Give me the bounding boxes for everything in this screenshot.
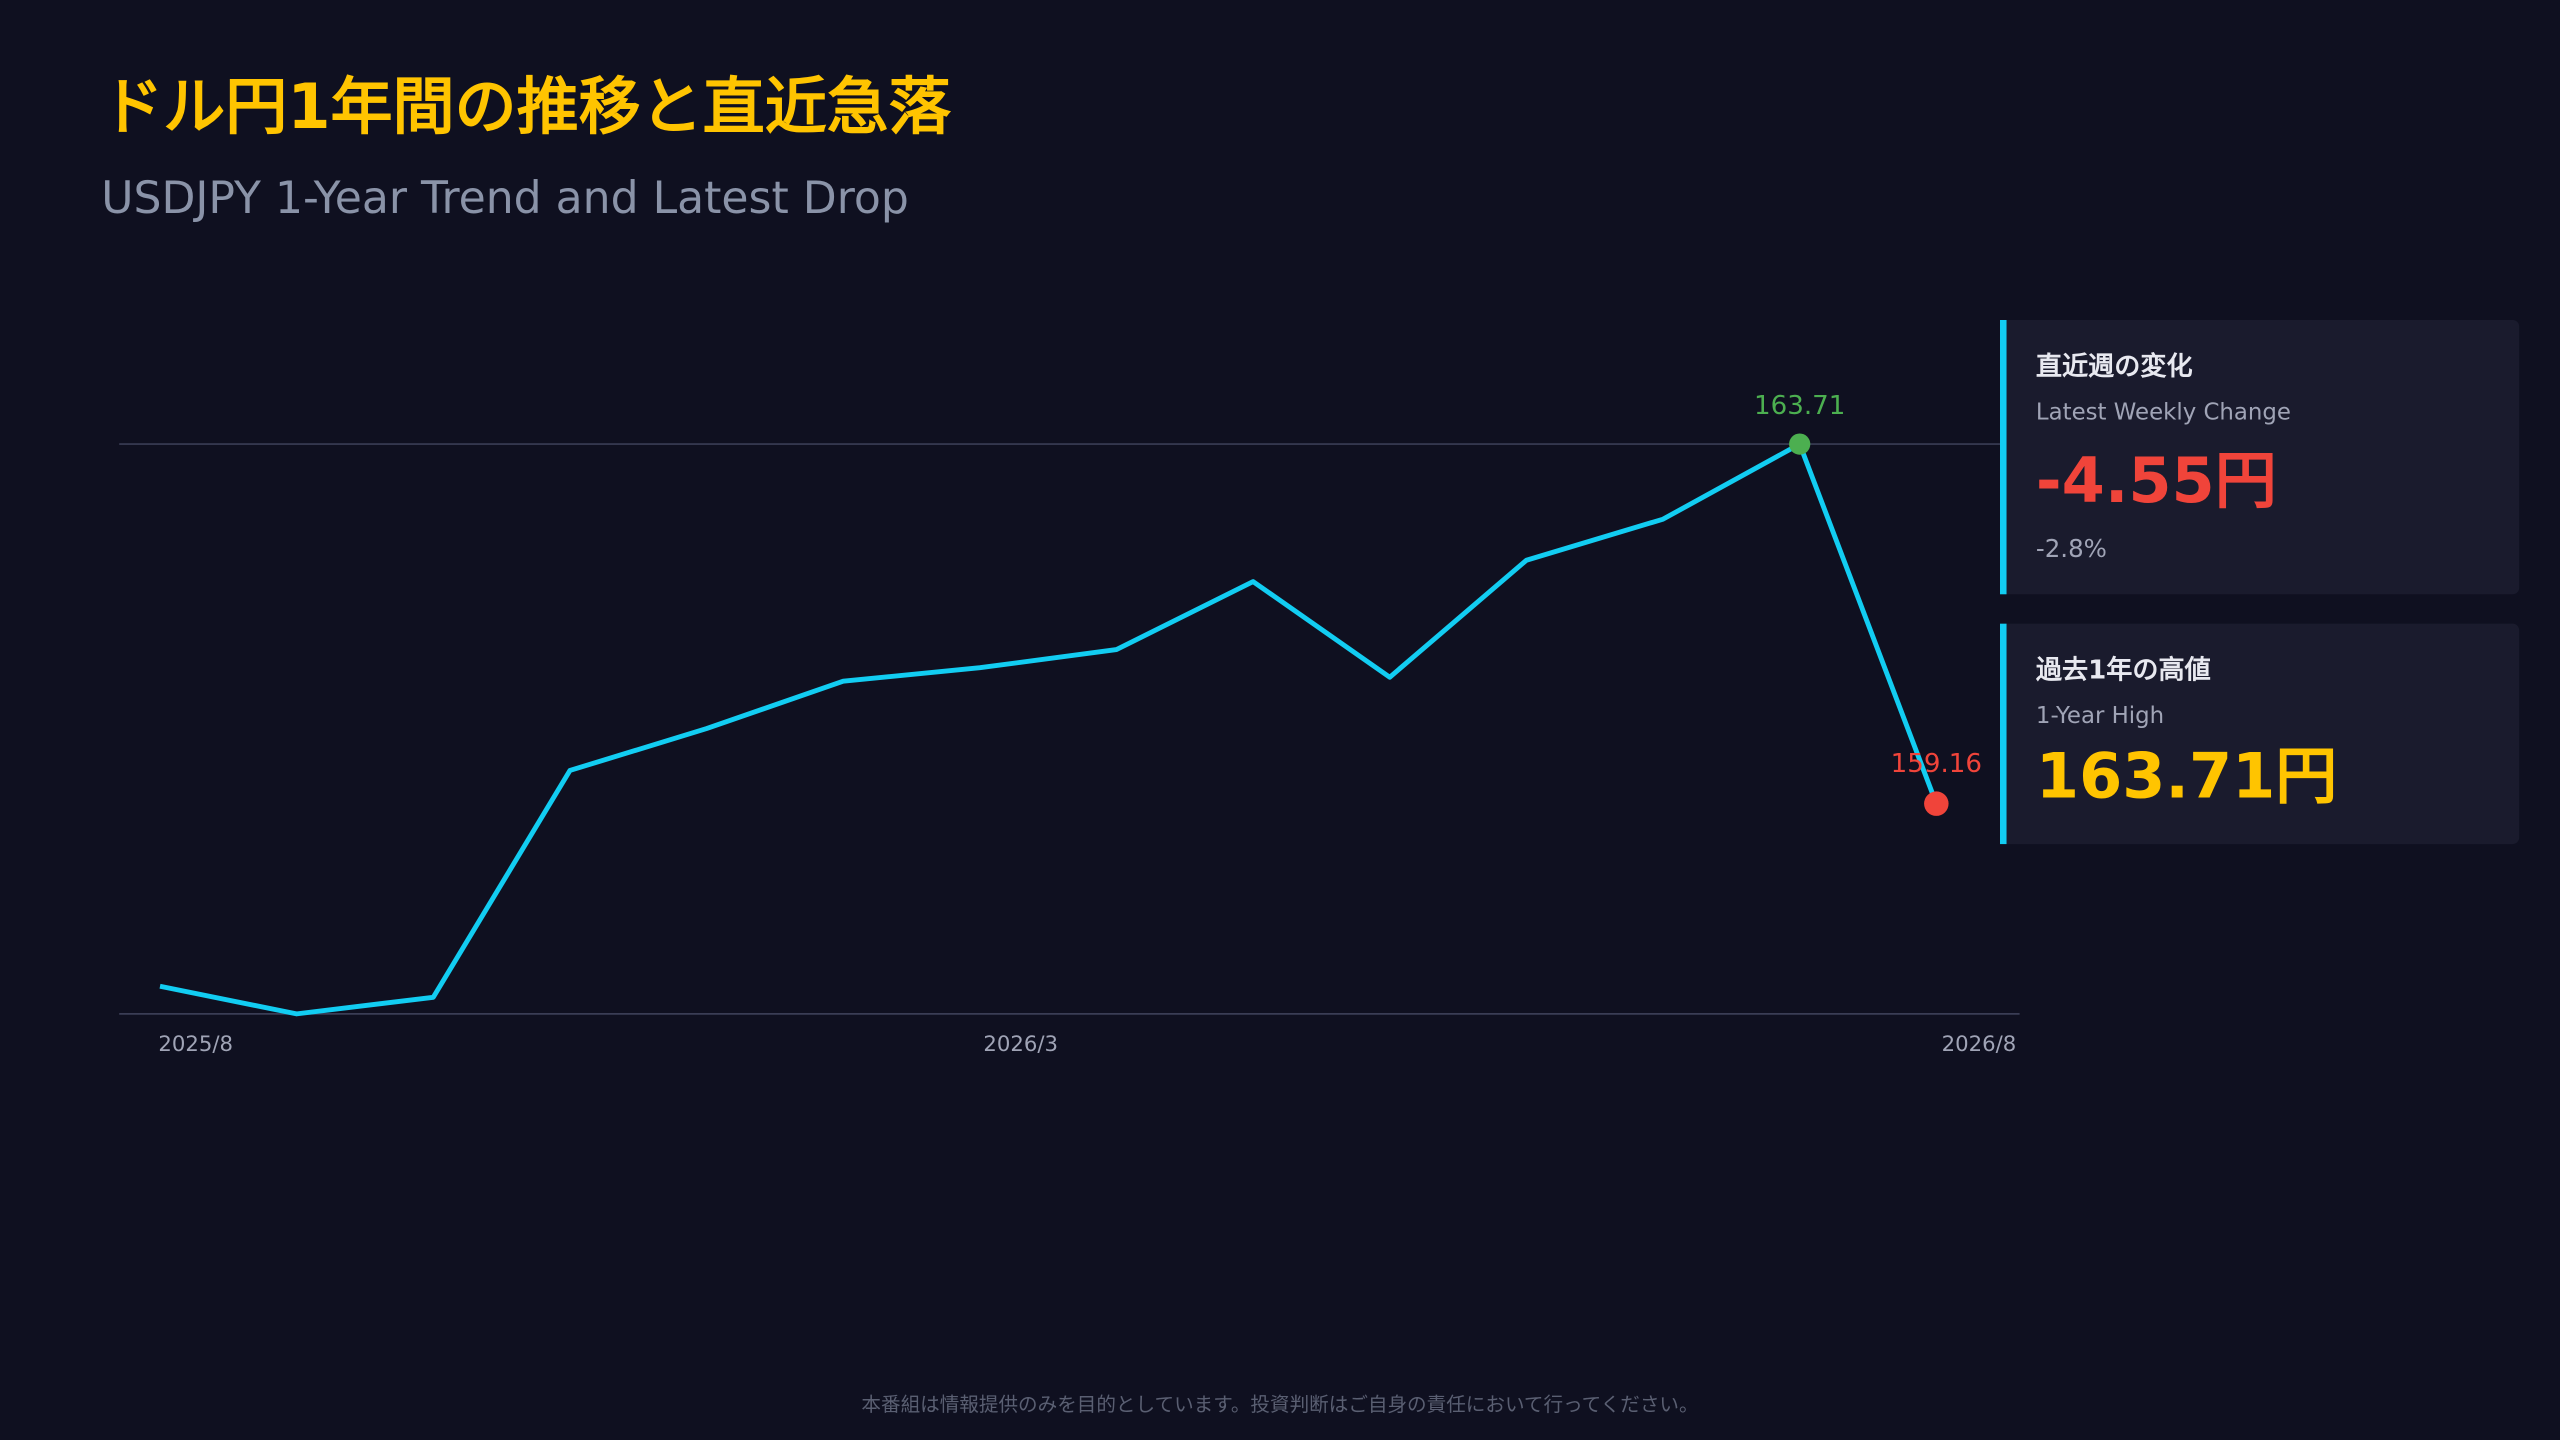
cards: 直近週の変化 Latest Weekly Change -4.55円 -2.8% 過去1… bbox=[2000, 320, 2520, 845]
card-subtitle: Latest Weekly Change bbox=[2036, 400, 2291, 426]
x-tick-label: 2025/8 bbox=[158, 1032, 233, 1057]
x-tick-label: 2026/8 bbox=[1942, 1032, 2017, 1057]
card-note: -2.8% bbox=[2036, 534, 2107, 563]
card-accent bbox=[2000, 320, 2007, 595]
card-title: 直近週の変化 bbox=[2036, 351, 2193, 382]
card-value: 163.71円 bbox=[2036, 740, 2337, 813]
x-tick-label: 2026/3 bbox=[983, 1032, 1058, 1057]
data-label: 163.71 bbox=[1754, 391, 1845, 421]
line bbox=[159, 441, 1939, 1017]
footer: 本番組は情報提供のみを目的としています。投資判断はご自身の責任において行ってくだ… bbox=[861, 1393, 1698, 1416]
point-marker bbox=[1789, 433, 1811, 455]
card bbox=[2000, 320, 2520, 595]
plot: 2025/8 2026/3 2026/8 163.71 159.16 bbox=[119, 391, 2020, 1057]
chart-title: ドル円1年間の推移と直近急落 bbox=[101, 70, 952, 143]
point-marker bbox=[1924, 791, 1949, 816]
card-accent bbox=[2000, 623, 2007, 845]
data-label: 159.16 bbox=[1891, 749, 1982, 779]
card-title: 過去1年の高値 bbox=[2036, 655, 2211, 686]
chart-subtitle: USDJPY 1-Year Trend and Latest Drop bbox=[101, 173, 909, 224]
card bbox=[2000, 623, 2520, 845]
card-value: -4.55円 bbox=[2036, 444, 2277, 517]
card-subtitle: 1-Year High bbox=[2036, 703, 2164, 729]
